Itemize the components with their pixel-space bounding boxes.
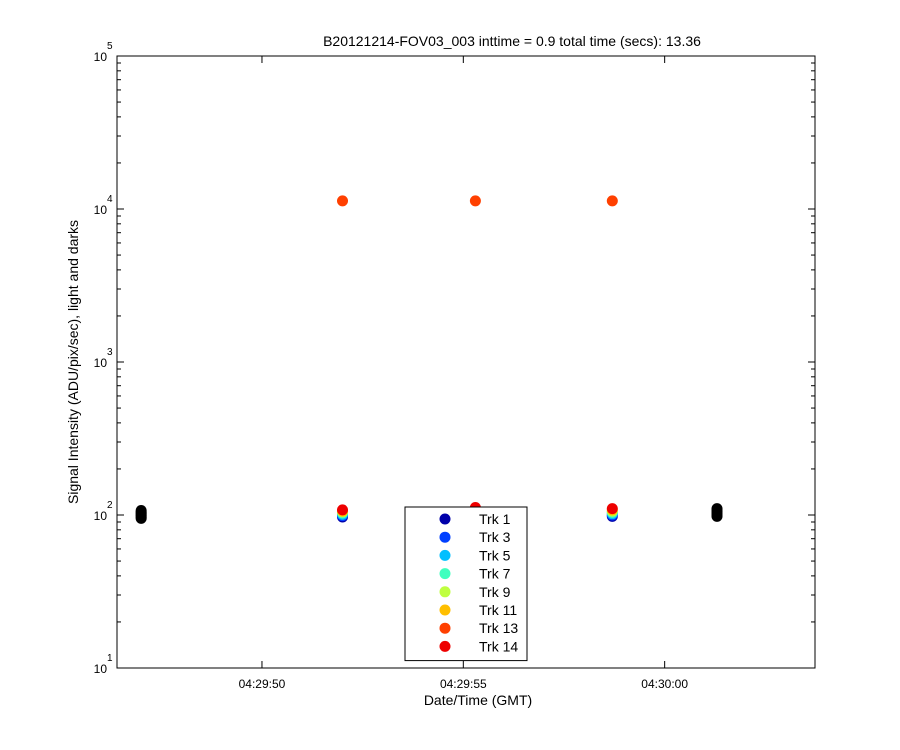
data-point <box>606 195 618 207</box>
y-tick-label: 10 <box>94 509 108 523</box>
data-point <box>469 195 481 207</box>
dark-point <box>135 505 147 517</box>
legend-label: Trk 14 <box>479 638 518 654</box>
legend-marker <box>439 531 451 543</box>
legend-label: Trk 9 <box>479 584 511 600</box>
data-point <box>606 503 618 515</box>
legend-marker <box>439 568 451 580</box>
legend-marker <box>439 586 451 598</box>
legend-marker <box>439 513 451 525</box>
y-tick-exponent: 4 <box>107 194 113 205</box>
x-tick-label: 04:29:50 <box>239 677 286 691</box>
y-tick-exponent: 1 <box>107 653 113 664</box>
y-tick-exponent: 3 <box>107 347 113 358</box>
legend: Trk 1 Trk 3 Trk 5 Trk 7 Trk 9 Trk 11 Trk 13 Trk… <box>404 506 528 662</box>
legend-label: Trk 11 <box>479 602 517 618</box>
x-axis-label: Date/Time (GMT) <box>424 692 532 708</box>
x-axis-ticks: 04:29:50 04:29:55 04:30:00 <box>239 56 688 691</box>
dark-point <box>711 503 723 515</box>
data-point <box>337 504 349 516</box>
legend-label: Trk 5 <box>479 547 511 563</box>
y-tick-exponent: 5 <box>107 41 113 52</box>
legend-marker <box>439 640 451 652</box>
legend-marker <box>439 549 451 561</box>
legend-marker <box>439 604 451 616</box>
data-point <box>337 195 349 207</box>
chart-title: B20121214-FOV03_003 inttime = 0.9 total … <box>323 33 701 49</box>
legend-marker <box>439 622 451 634</box>
legend-box <box>404 506 528 662</box>
x-tick-label: 04:29:55 <box>440 677 487 691</box>
legend-label: Trk 1 <box>479 511 511 527</box>
y-tick-label: 10 <box>94 203 108 217</box>
y-tick-label: 10 <box>94 662 108 676</box>
y-tick-label: 10 <box>94 50 108 64</box>
y-tick-exponent: 2 <box>107 500 113 511</box>
x-tick-label: 04:30:00 <box>641 677 688 691</box>
legend-label: Trk 13 <box>479 620 518 636</box>
y-tick-label: 10 <box>94 356 108 370</box>
y-axis-label: Signal Intensity (ADU/pix/sec), light an… <box>65 220 81 504</box>
legend-label: Trk 7 <box>479 566 511 582</box>
legend-label: Trk 3 <box>479 529 511 545</box>
